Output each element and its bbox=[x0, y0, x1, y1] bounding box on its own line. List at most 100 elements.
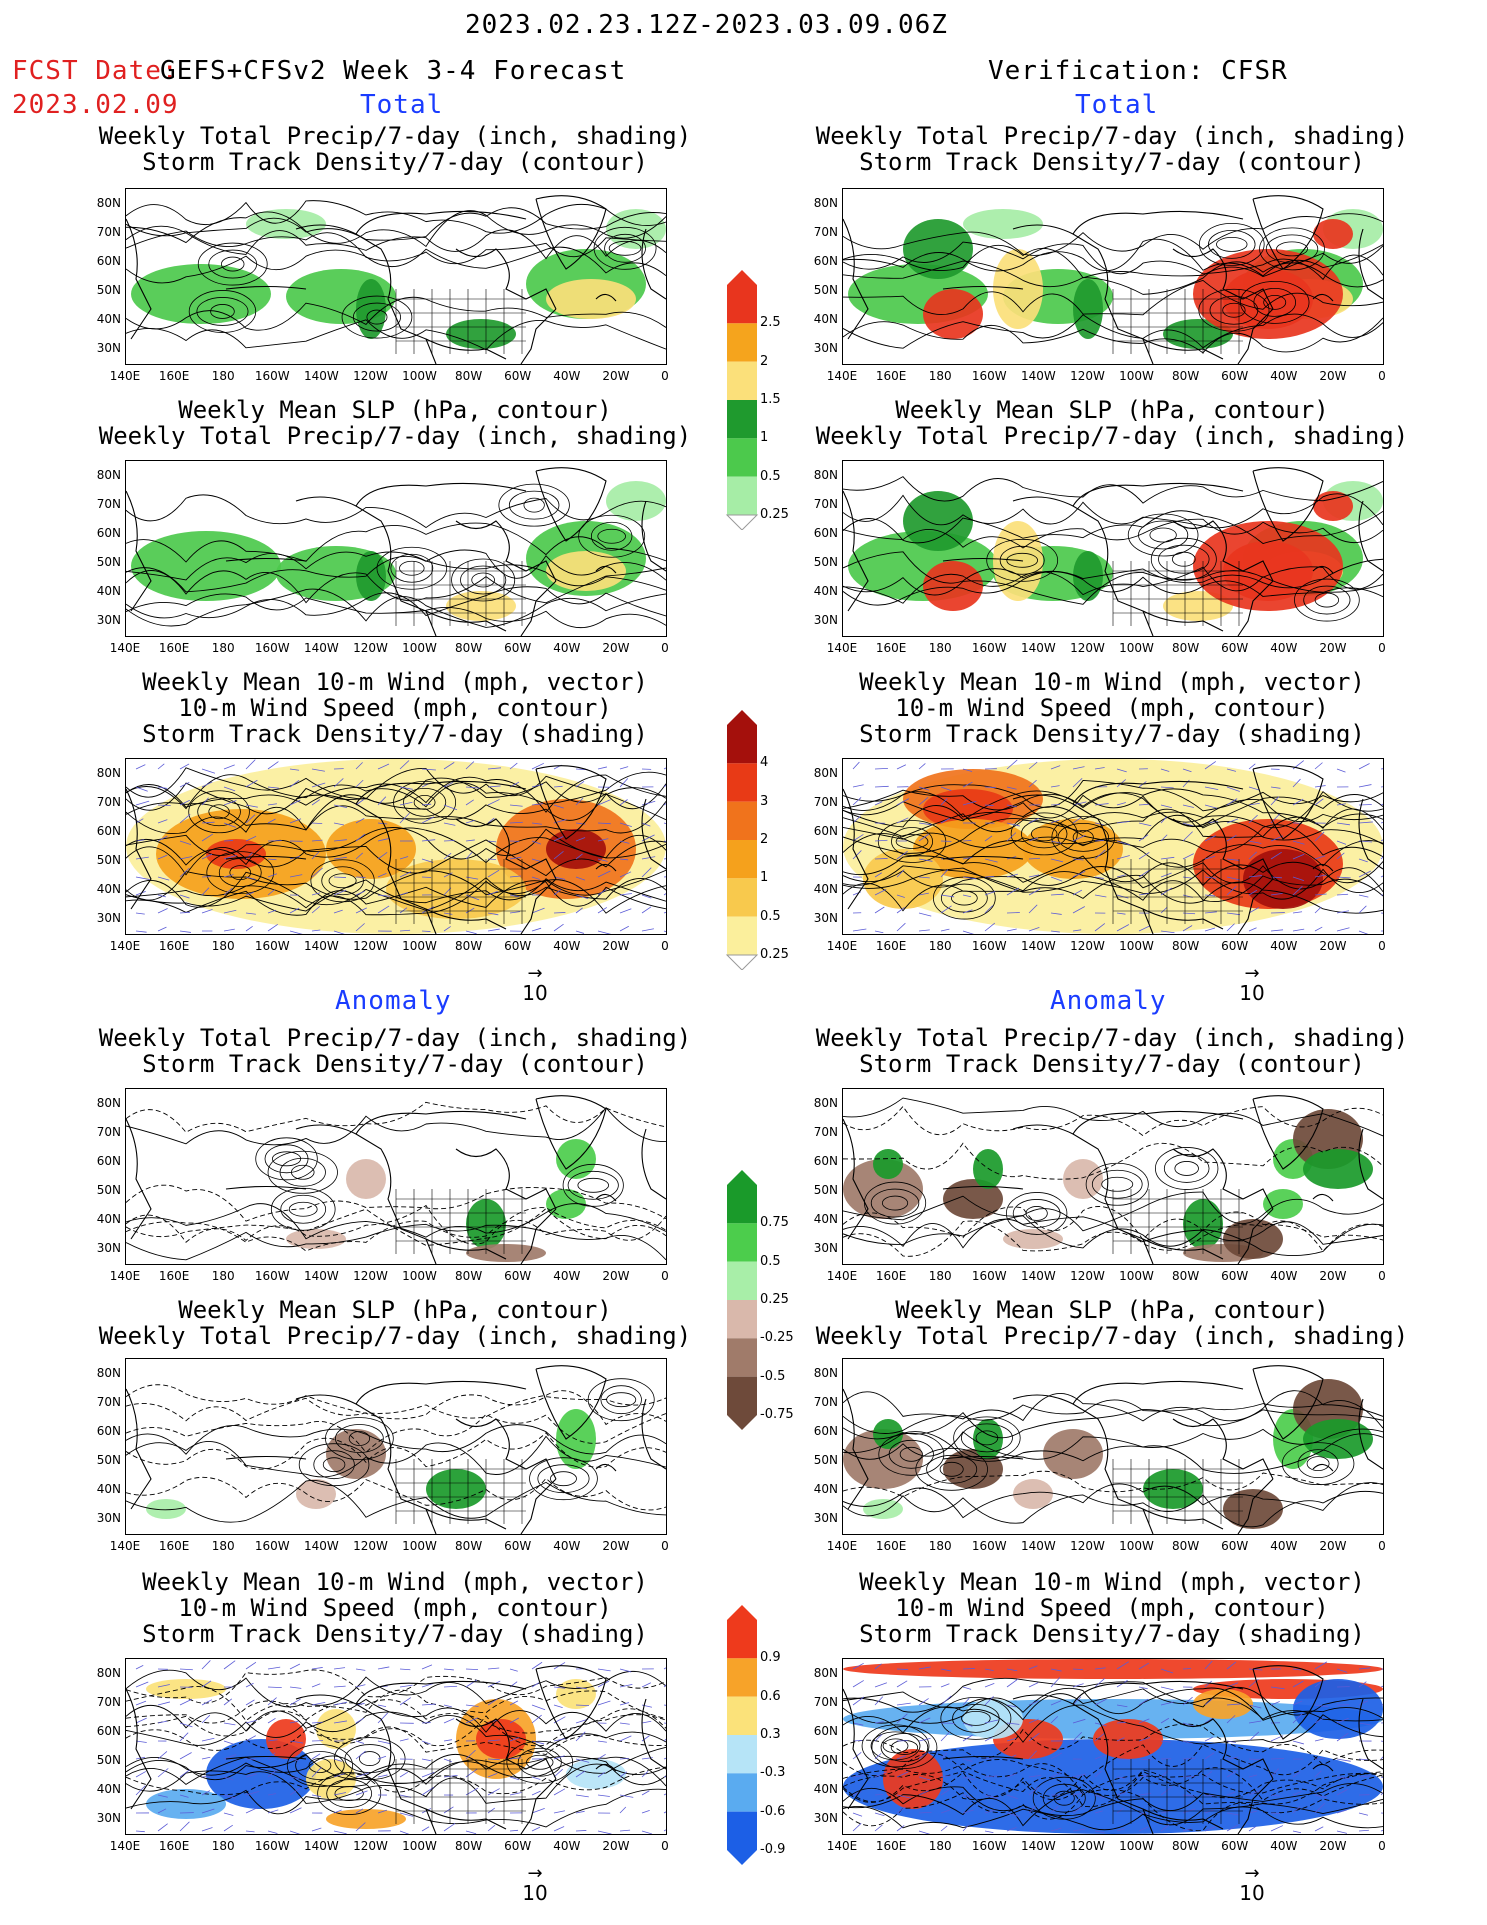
wind-vector bbox=[1006, 759, 1018, 770]
contour-line bbox=[126, 1711, 666, 1751]
wind-vector bbox=[1072, 778, 1083, 788]
lat-label: 30N bbox=[96, 1511, 121, 1525]
lon-label: 80W bbox=[455, 1839, 483, 1853]
tp2-map-svg bbox=[126, 467, 666, 636]
lat-label: 40N bbox=[96, 882, 121, 896]
wind-vector bbox=[641, 1790, 650, 1796]
wind-vector bbox=[874, 930, 884, 934]
colorbar-swatch bbox=[727, 840, 757, 879]
wind-vector bbox=[575, 1704, 590, 1707]
wind-vector bbox=[918, 1776, 931, 1781]
wind-vector bbox=[1182, 1758, 1196, 1760]
wind-vector bbox=[355, 1684, 366, 1688]
shading-blob bbox=[1003, 1229, 1063, 1249]
wind-vector bbox=[1270, 1768, 1279, 1778]
lon-label: 0 bbox=[661, 369, 669, 383]
lon-label: 180 bbox=[211, 369, 235, 383]
wind-vector bbox=[443, 1704, 452, 1708]
wind-vector bbox=[1380, 1812, 1383, 1814]
closed-contour bbox=[529, 1457, 598, 1501]
wind-vector bbox=[223, 800, 237, 806]
lat-label: 70N bbox=[96, 795, 121, 809]
lat-label: 30N bbox=[813, 341, 838, 355]
closed-contour bbox=[608, 240, 642, 256]
coastline bbox=[295, 224, 437, 364]
wind-vector bbox=[311, 851, 320, 860]
wind-vector bbox=[1182, 1740, 1193, 1744]
coastline bbox=[1172, 520, 1274, 582]
wind-vector bbox=[1358, 1681, 1367, 1688]
closed-contour bbox=[1025, 1206, 1048, 1221]
closed-contour bbox=[999, 545, 1045, 575]
wind-vector bbox=[311, 768, 325, 772]
lat-label: 50N bbox=[813, 1753, 838, 1767]
wind-vector bbox=[245, 876, 256, 880]
coastline bbox=[1172, 248, 1274, 310]
wind-vector bbox=[1248, 1731, 1260, 1742]
lon-label: 100W bbox=[402, 369, 437, 383]
wind-vector bbox=[1226, 798, 1238, 806]
closed-contour bbox=[1012, 1199, 1061, 1228]
wind-vector bbox=[333, 1758, 342, 1762]
coastline bbox=[1072, 210, 1244, 235]
wind-vector bbox=[223, 909, 237, 914]
shading-blob bbox=[316, 1709, 356, 1749]
lon-label: 160W bbox=[971, 1839, 1007, 1853]
lon-label: 160E bbox=[875, 641, 907, 655]
lat-label: 70N bbox=[813, 1395, 838, 1409]
wind-vector bbox=[223, 854, 237, 860]
wind-vector bbox=[852, 1812, 863, 1817]
wind-vector bbox=[619, 1683, 633, 1688]
colorbar-cap bbox=[725, 514, 759, 530]
coastline bbox=[355, 1110, 527, 1135]
wind-vector bbox=[487, 1807, 496, 1814]
wind-vector bbox=[1358, 930, 1369, 934]
wind-vector bbox=[377, 1740, 392, 1745]
closed-contour bbox=[1216, 236, 1248, 252]
contour-line bbox=[843, 1399, 1383, 1434]
coastline bbox=[1312, 293, 1334, 302]
lon-label: 160W bbox=[971, 1539, 1007, 1553]
wind-vector bbox=[201, 1714, 211, 1724]
wind-vector bbox=[1270, 1758, 1284, 1760]
lon-label: 180 bbox=[928, 939, 952, 953]
contour-line bbox=[126, 1699, 666, 1734]
shading-blob bbox=[923, 289, 983, 339]
section-anomaly-right: Anomaly bbox=[1050, 986, 1167, 1016]
wind-vector bbox=[443, 781, 454, 788]
closed-contour bbox=[229, 865, 252, 880]
lat-label: 40N bbox=[813, 584, 838, 598]
wind-vector bbox=[1116, 924, 1130, 932]
wind-vector bbox=[289, 1740, 304, 1744]
wind-vector bbox=[896, 798, 910, 806]
coastline bbox=[843, 218, 869, 340]
wind-vector bbox=[940, 1775, 952, 1778]
lon-label: 80W bbox=[1172, 1269, 1200, 1283]
shading-blob bbox=[873, 1419, 903, 1449]
colorbar-cap bbox=[727, 1850, 757, 1865]
wind-vector bbox=[355, 1750, 366, 1760]
wind-vector bbox=[399, 1830, 410, 1834]
wind-vector bbox=[245, 835, 257, 842]
colorbar-swatch bbox=[727, 1696, 757, 1735]
wind-vector bbox=[663, 1757, 666, 1760]
closed-contour bbox=[344, 1744, 395, 1773]
wind-vector bbox=[135, 1681, 149, 1688]
wind-vector bbox=[377, 852, 388, 860]
wind-vector bbox=[1028, 1665, 1038, 1670]
tw-map-panel bbox=[125, 758, 667, 935]
wind-vector bbox=[267, 1809, 279, 1814]
wind-vector bbox=[1226, 912, 1241, 916]
wind-vector bbox=[487, 1788, 500, 1796]
closed-contour bbox=[1101, 1176, 1134, 1192]
wind-vector bbox=[1050, 1676, 1061, 1688]
wind-vector bbox=[852, 928, 867, 932]
wind-vector bbox=[443, 1739, 453, 1742]
wind-vector bbox=[487, 785, 501, 788]
wind-vector bbox=[1072, 1792, 1083, 1796]
contour-line bbox=[126, 1413, 666, 1454]
coastline bbox=[595, 1193, 617, 1202]
wind-vector bbox=[597, 1700, 611, 1706]
coastline bbox=[1237, 308, 1274, 364]
wind-vector bbox=[940, 869, 949, 878]
